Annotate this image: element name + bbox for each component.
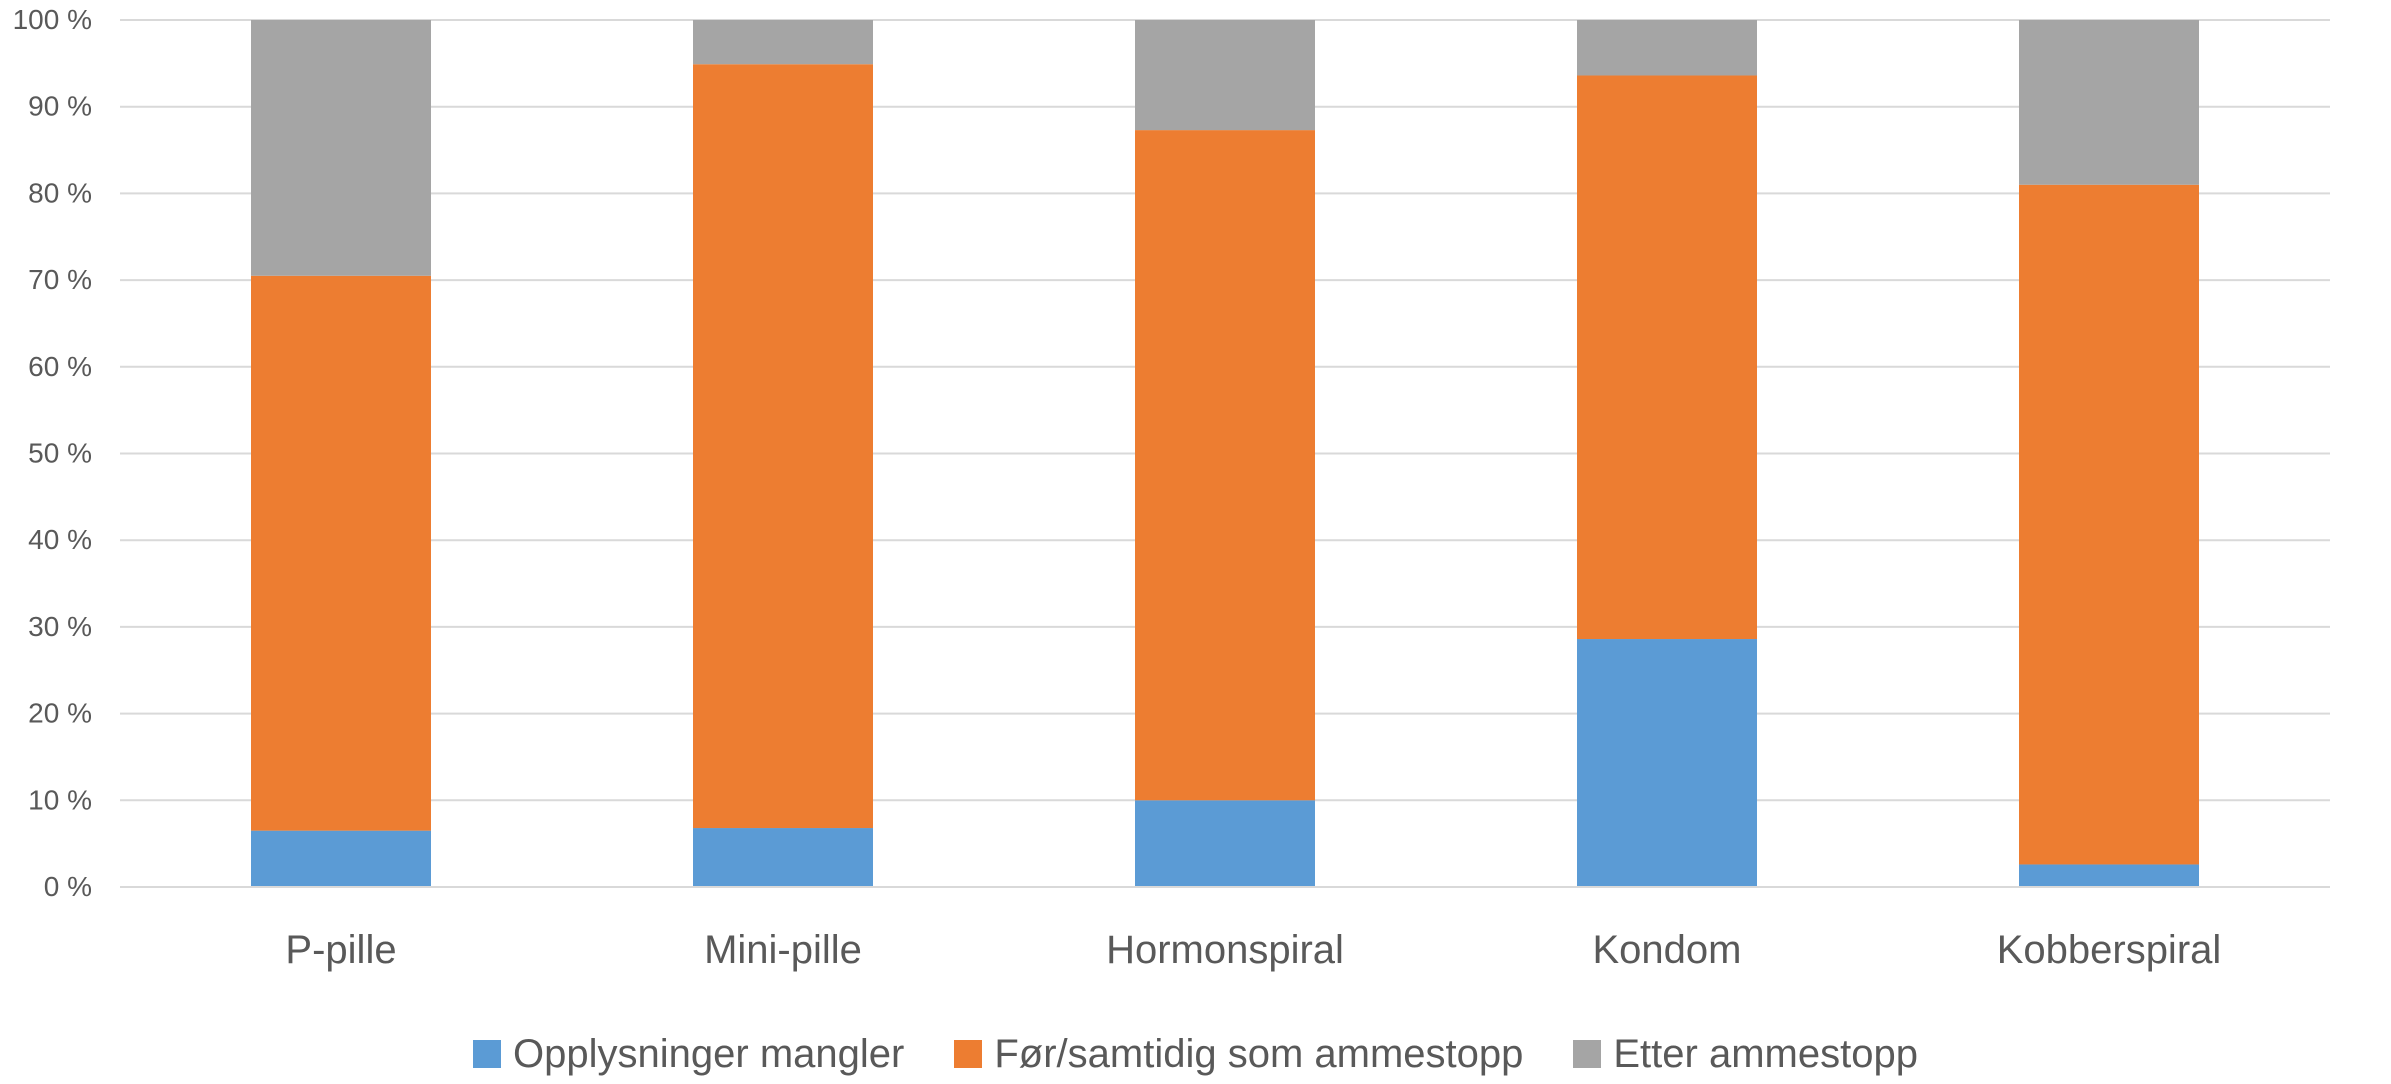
bar-segment bbox=[2019, 184, 2199, 865]
y-tick-label: 40 % bbox=[28, 524, 92, 555]
y-tick-label: 20 % bbox=[28, 698, 92, 729]
bar-segment bbox=[2019, 20, 2199, 185]
bar-segment bbox=[2019, 864, 2199, 887]
y-tick-label: 50 % bbox=[28, 438, 92, 469]
y-tick-label: 0 % bbox=[44, 871, 92, 902]
legend-label-before: Før/samtidig som ammestopp bbox=[994, 1031, 1524, 1076]
y-tick-label: 60 % bbox=[28, 351, 92, 382]
x-tick-label: Kondom bbox=[1593, 928, 1742, 972]
bar-segment bbox=[1577, 20, 1757, 76]
chart-legend: Opplysninger mangler Før/samtidig som am… bbox=[0, 1024, 2391, 1084]
bar-segment bbox=[1577, 639, 1757, 887]
x-tick-label: Kobberspiral bbox=[1997, 928, 2222, 972]
legend-item-after: Etter ammestopp bbox=[1573, 1032, 1918, 1077]
y-tick-label: 10 % bbox=[28, 784, 92, 815]
bar-segment bbox=[1135, 20, 1315, 131]
y-tick-label: 70 % bbox=[28, 264, 92, 295]
x-tick-label: Mini-pille bbox=[704, 928, 862, 972]
bar-segment bbox=[693, 64, 873, 829]
bar-segment bbox=[693, 828, 873, 887]
y-tick-label: 100 % bbox=[13, 4, 92, 35]
legend-item-missing: Opplysninger mangler bbox=[473, 1032, 904, 1077]
y-tick-label: 30 % bbox=[28, 611, 92, 642]
legend-item-before: Før/samtidig som ammestopp bbox=[954, 1032, 1523, 1077]
bar-segment bbox=[1135, 130, 1315, 801]
y-tick-label: 80 % bbox=[28, 177, 92, 208]
x-tick-label: P-pille bbox=[285, 928, 396, 972]
bar-segment bbox=[251, 275, 431, 831]
x-tick-label: Hormonspiral bbox=[1106, 928, 1344, 972]
bar-segment bbox=[251, 830, 431, 887]
bar-segment bbox=[1135, 800, 1315, 887]
legend-swatch-after bbox=[1573, 1040, 1602, 1068]
bar-segment bbox=[251, 20, 431, 276]
legend-swatch-missing bbox=[473, 1040, 502, 1068]
bar-segment bbox=[1577, 75, 1757, 640]
legend-label-missing: Opplysninger mangler bbox=[513, 1031, 905, 1076]
y-tick-label: 90 % bbox=[28, 91, 92, 122]
legend-swatch-before bbox=[954, 1040, 983, 1068]
legend-label-after: Etter ammestopp bbox=[1613, 1031, 1918, 1076]
bar-segment bbox=[693, 20, 873, 65]
